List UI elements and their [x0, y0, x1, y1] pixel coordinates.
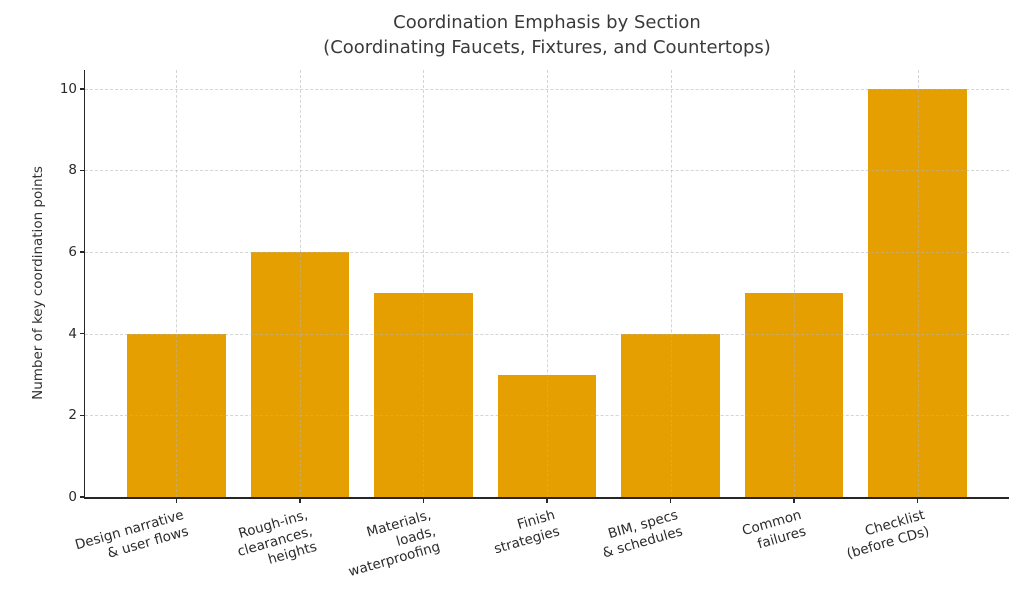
x-tick-label-2: Rough-ins, clearances, heights	[235, 507, 319, 568]
x-gridline-5	[670, 70, 672, 497]
x-gridline-2	[299, 70, 301, 497]
x-tick-mark-7	[916, 498, 919, 503]
y-tick-label-8: 8	[68, 162, 77, 179]
x-gridline-1	[176, 70, 178, 497]
x-tick-label-6: Common failures	[740, 507, 809, 552]
x-tick-label-3: Materials, loads, waterproofing	[346, 507, 442, 581]
x-tick-mark-1	[175, 498, 178, 503]
y-tick-label-0: 0	[68, 489, 77, 505]
x-gridline-7	[917, 70, 919, 497]
y-tick-mark-0	[79, 496, 84, 498]
y-tick-label-6: 6	[68, 244, 77, 261]
bar-4	[497, 374, 597, 497]
x-gridline-3	[423, 70, 425, 497]
chart-title: Coordination Emphasis by Section	[393, 12, 701, 33]
x-tick-mark-6	[793, 498, 795, 503]
y-tick-mark-8	[79, 169, 84, 172]
bar-3	[374, 292, 473, 497]
y-tick-label-4: 4	[68, 325, 77, 342]
x-gridline-6	[794, 70, 796, 497]
y-tick-mark-6	[79, 251, 84, 253]
x-tick-label-4: Finish strategies	[491, 507, 561, 557]
x-tick-label-5: BIM, specs & schedules	[600, 507, 685, 561]
x-gridline-4	[547, 70, 548, 497]
y-tick-label-2: 2	[68, 407, 77, 424]
x-tick-mark-2	[299, 498, 301, 503]
y-tick-mark-4	[79, 332, 84, 335]
chart-subtitle: (Coordinating Faucets, Fixtures, and Cou…	[323, 37, 771, 58]
x-tick-mark-5	[669, 498, 672, 503]
y-tick-mark-10	[79, 88, 84, 90]
x-tick-label-7: Checklist (before CDs)	[845, 507, 932, 562]
x-tick-mark-3	[422, 498, 425, 503]
y-tick-mark-2	[79, 414, 84, 417]
bar-2	[250, 252, 350, 497]
x-tick-label-1: Design narrative & user flows	[73, 507, 191, 562]
y-axis-label: Number of key coordination points	[30, 166, 46, 400]
x-axis-spine	[83, 497, 1009, 499]
y-axis-spine	[83, 70, 85, 499]
x-tick-mark-4	[546, 498, 548, 503]
y-tick-label-10: 10	[59, 80, 77, 97]
